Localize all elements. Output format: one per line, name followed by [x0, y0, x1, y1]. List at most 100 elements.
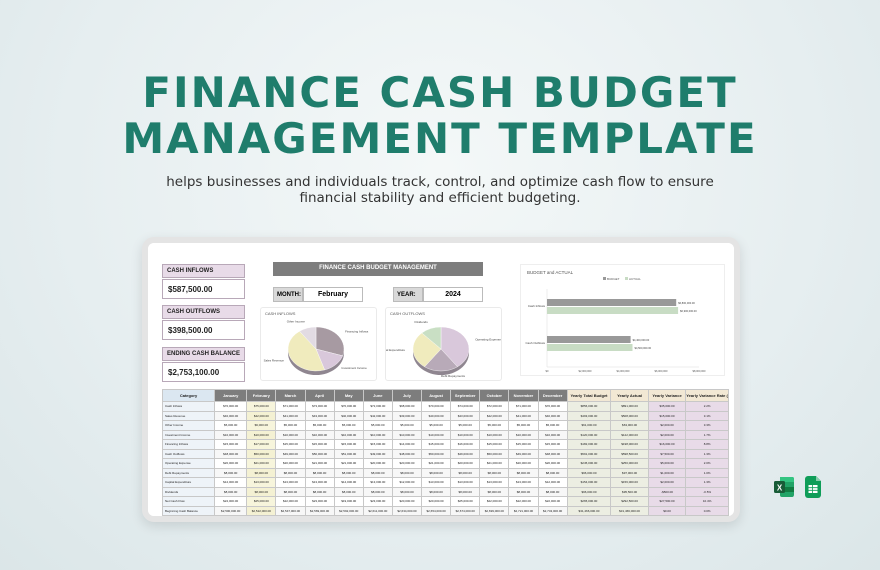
- table-cell[interactable]: $14,000.00: [333, 477, 364, 488]
- table-cell[interactable]: $5,000.00: [647, 458, 687, 469]
- table-cell[interactable]: $13,000.00: [362, 477, 393, 488]
- table-cell[interactable]: 1.3%: [685, 477, 729, 488]
- table-cell[interactable]: $8,000.00: [421, 467, 452, 478]
- table-cell[interactable]: $8,000.00: [450, 467, 481, 478]
- table-cell[interactable]: $70,000.00: [421, 401, 452, 412]
- table-cell[interactable]: $2,000.00: [647, 477, 687, 488]
- row-category-cell[interactable]: Capital Expenditure: [161, 477, 216, 488]
- table-cell[interactable]: $48,000.00: [537, 448, 568, 459]
- row-category-cell[interactable]: Investment Income: [161, 429, 216, 440]
- row-category-cell[interactable]: Debt Repayments: [161, 467, 216, 478]
- table-cell[interactable]: $15,000.00: [362, 439, 393, 450]
- table-cell[interactable]: $20,000.00: [450, 458, 481, 469]
- table-cell[interactable]: $598,500.00: [610, 448, 649, 459]
- table-cell[interactable]: $12,000.00: [214, 477, 248, 488]
- column-header[interactable]: June: [362, 389, 393, 402]
- table-cell[interactable]: -0.5%: [685, 486, 729, 497]
- table-cell[interactable]: $41,000.00: [508, 410, 539, 421]
- table-cell[interactable]: $8,000.00: [450, 486, 481, 497]
- table-cell[interactable]: $182,000.00: [566, 439, 612, 450]
- table-cell[interactable]: $10,000.00: [479, 429, 510, 440]
- column-header[interactable]: September: [450, 389, 481, 402]
- table-cell[interactable]: $25,000.00: [246, 496, 277, 507]
- table-cell[interactable]: $16,000.00: [450, 439, 481, 450]
- row-category-cell[interactable]: Sales Revenue: [161, 410, 216, 421]
- table-cell[interactable]: $31,466,000.00: [566, 505, 612, 516]
- table-cell[interactable]: $245,000.00: [566, 458, 612, 469]
- table-cell[interactable]: $5,000.00: [275, 420, 306, 431]
- table-cell[interactable]: $2,674,000.00: [421, 515, 452, 516]
- table-cell[interactable]: $122,000.00: [610, 429, 649, 440]
- table-cell[interactable]: $50,000.00: [421, 448, 452, 459]
- table-cell[interactable]: $8,000.00: [275, 486, 306, 497]
- table-cell[interactable]: $22,000.00: [508, 496, 539, 507]
- table-cell[interactable]: $13,000.00: [275, 477, 306, 488]
- table-cell[interactable]: $2,611,000.00: [362, 505, 393, 516]
- table-cell[interactable]: $5,000.00: [450, 420, 481, 431]
- table-cell[interactable]: $8,000.00: [362, 467, 393, 478]
- column-header[interactable]: February: [246, 389, 277, 402]
- table-cell[interactable]: $154,000.00: [566, 477, 612, 488]
- table-cell[interactable]: $2,674,000.00: [450, 505, 481, 516]
- table-cell[interactable]: $48,000.00: [391, 448, 423, 459]
- ending-cash-balance-value[interactable]: $2,753,100.00: [162, 362, 245, 382]
- table-cell[interactable]: $8,000.00: [537, 467, 568, 478]
- table-cell[interactable]: $63,000.00: [610, 420, 649, 431]
- table-cell[interactable]: $49,000.00: [450, 448, 481, 459]
- cash-outflows-value[interactable]: $398,500.00: [162, 320, 245, 340]
- table-cell[interactable]: $70,000.00: [214, 401, 248, 412]
- table-cell[interactable]: 1.3%: [685, 448, 729, 459]
- table-cell[interactable]: $10,000.00: [421, 429, 452, 440]
- table-cell[interactable]: $2,765,000.00: [537, 515, 568, 516]
- table-cell[interactable]: $5,000.00: [508, 420, 539, 431]
- table-cell[interactable]: $41,000.00: [275, 410, 306, 421]
- table-cell[interactable]: $2,634,000.00: [391, 505, 423, 516]
- row-category-cell[interactable]: Cash Inflows: [161, 401, 216, 412]
- table-cell[interactable]: $15,000.00: [333, 439, 364, 450]
- table-cell[interactable]: $0.00: [647, 505, 687, 516]
- table-cell[interactable]: $8,000.00: [304, 467, 335, 478]
- table-cell[interactable]: $72,000.00: [362, 401, 393, 412]
- table-cell[interactable]: $2,699,000.00: [479, 505, 510, 516]
- table-cell[interactable]: $42,000.00: [246, 410, 277, 421]
- table-cell[interactable]: $5,000.00: [304, 420, 335, 431]
- table-cell[interactable]: $22,000.00: [537, 496, 568, 507]
- table-cell[interactable]: $16,000.00: [647, 439, 687, 450]
- table-cell[interactable]: $8,000.00: [304, 486, 335, 497]
- year-select[interactable]: 2024: [423, 287, 483, 302]
- table-cell[interactable]: $265,000.00: [566, 496, 612, 507]
- table-cell[interactable]: $2,547,000.00: [275, 505, 306, 516]
- table-cell[interactable]: 3.1%: [685, 410, 729, 421]
- table-cell[interactable]: $23,000.00: [304, 496, 335, 507]
- column-header[interactable]: July: [391, 389, 423, 402]
- table-cell[interactable]: $2,654,000.00: [421, 505, 452, 516]
- table-cell[interactable]: $43,000.00: [304, 410, 335, 421]
- table-cell[interactable]: $2,634,000.00: [362, 515, 393, 516]
- table-cell[interactable]: 0.0%: [685, 505, 729, 516]
- table-cell[interactable]: $15,000.00: [508, 439, 539, 450]
- table-cell[interactable]: $42,000.00: [479, 410, 510, 421]
- column-header[interactable]: April: [304, 389, 335, 402]
- table-cell[interactable]: $2,569,000.00: [304, 505, 335, 516]
- table-cell[interactable]: $12,000.00: [537, 477, 568, 488]
- table-cell[interactable]: $95,500.00: [610, 486, 649, 497]
- table-cell[interactable]: $35,000.00: [647, 401, 687, 412]
- table-cell[interactable]: $43,000.00: [450, 410, 481, 421]
- table-cell[interactable]: $2,721,000.00: [508, 505, 539, 516]
- table-cell[interactable]: $50,000.00: [479, 448, 510, 459]
- table-cell[interactable]: $40,000.00: [214, 410, 248, 421]
- table-cell[interactable]: $5,000.00: [479, 420, 510, 431]
- table-cell[interactable]: $8,000.00: [508, 486, 539, 497]
- column-header[interactable]: Yearly Total Budget: [566, 389, 612, 402]
- table-cell[interactable]: $22,000.00: [275, 496, 306, 507]
- column-header[interactable]: Category: [161, 389, 216, 402]
- table-cell[interactable]: $10,000.00: [275, 429, 306, 440]
- table-cell[interactable]: $8,000.00: [275, 467, 306, 478]
- table-cell[interactable]: $31,758,500.00: [610, 515, 649, 516]
- table-cell[interactable]: $10,000.00: [246, 429, 277, 440]
- table-cell[interactable]: $74,000.00: [450, 401, 481, 412]
- row-category-cell[interactable]: Operating Expense: [161, 458, 216, 469]
- table-cell[interactable]: $10,000.00: [508, 429, 539, 440]
- table-cell[interactable]: $70,000.00: [333, 401, 364, 412]
- table-cell[interactable]: $2,522,000.00: [214, 515, 248, 516]
